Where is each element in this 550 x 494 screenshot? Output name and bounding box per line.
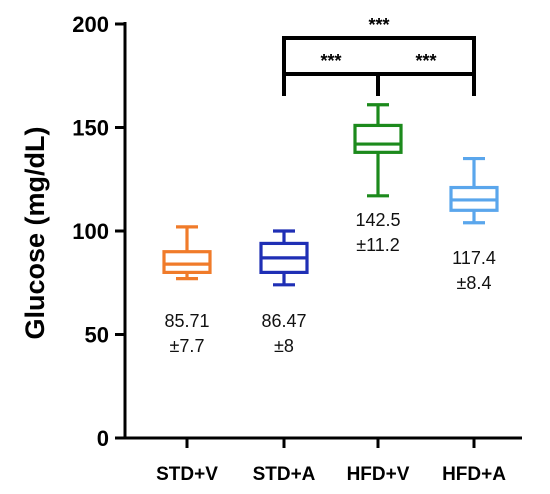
x-tick-label: HFD+A bbox=[442, 464, 506, 485]
sd-label: ±11.2 bbox=[356, 235, 400, 255]
iqr-box bbox=[162, 250, 212, 274]
significance-bracket bbox=[376, 72, 476, 96]
box-hfd-a bbox=[449, 156, 499, 225]
sd-label: ±7.7 bbox=[170, 336, 205, 356]
box-hfd-v bbox=[353, 103, 403, 198]
significance-brackets: *** *** *** bbox=[282, 15, 476, 96]
box-std-v bbox=[162, 225, 212, 281]
significance-bracket bbox=[282, 36, 476, 74]
mean-label: 86.47 bbox=[261, 311, 306, 331]
mean-label: 142.5 bbox=[355, 210, 400, 230]
y-tick-label: 0 bbox=[97, 426, 109, 451]
x-tick-label: HFD+V bbox=[347, 464, 410, 485]
sd-label: ±8.4 bbox=[457, 273, 492, 293]
boxes bbox=[162, 103, 499, 287]
significance-label: *** bbox=[320, 51, 341, 71]
y-tick-label: 50 bbox=[85, 323, 109, 348]
significance-bracket bbox=[282, 72, 380, 96]
sd-label: ±8 bbox=[274, 336, 294, 356]
box-std-a bbox=[259, 229, 309, 287]
y-tick-label: 200 bbox=[72, 12, 109, 37]
y-tick-label: 150 bbox=[72, 116, 109, 141]
y-tick-label: 100 bbox=[72, 219, 109, 244]
axes: 0 50 100 150 200 STD+V STD+A HFD+V HFD+A bbox=[72, 12, 522, 485]
mean-label: 117.4 bbox=[452, 248, 496, 268]
x-tick-label: STD+A bbox=[253, 464, 316, 485]
significance-label: *** bbox=[368, 15, 389, 35]
significance-label: *** bbox=[415, 51, 436, 71]
mean-label: 85.71 bbox=[164, 311, 209, 331]
x-tick-label: STD+V bbox=[156, 464, 218, 485]
mean-sd-labels: 85.71 ±7.7 86.47 ±8 142.5 ±11.2 117.4 ±8.4 bbox=[164, 210, 495, 356]
y-axis-label: Glucose (mg/dL) bbox=[20, 126, 50, 339]
iqr-box bbox=[353, 123, 403, 154]
